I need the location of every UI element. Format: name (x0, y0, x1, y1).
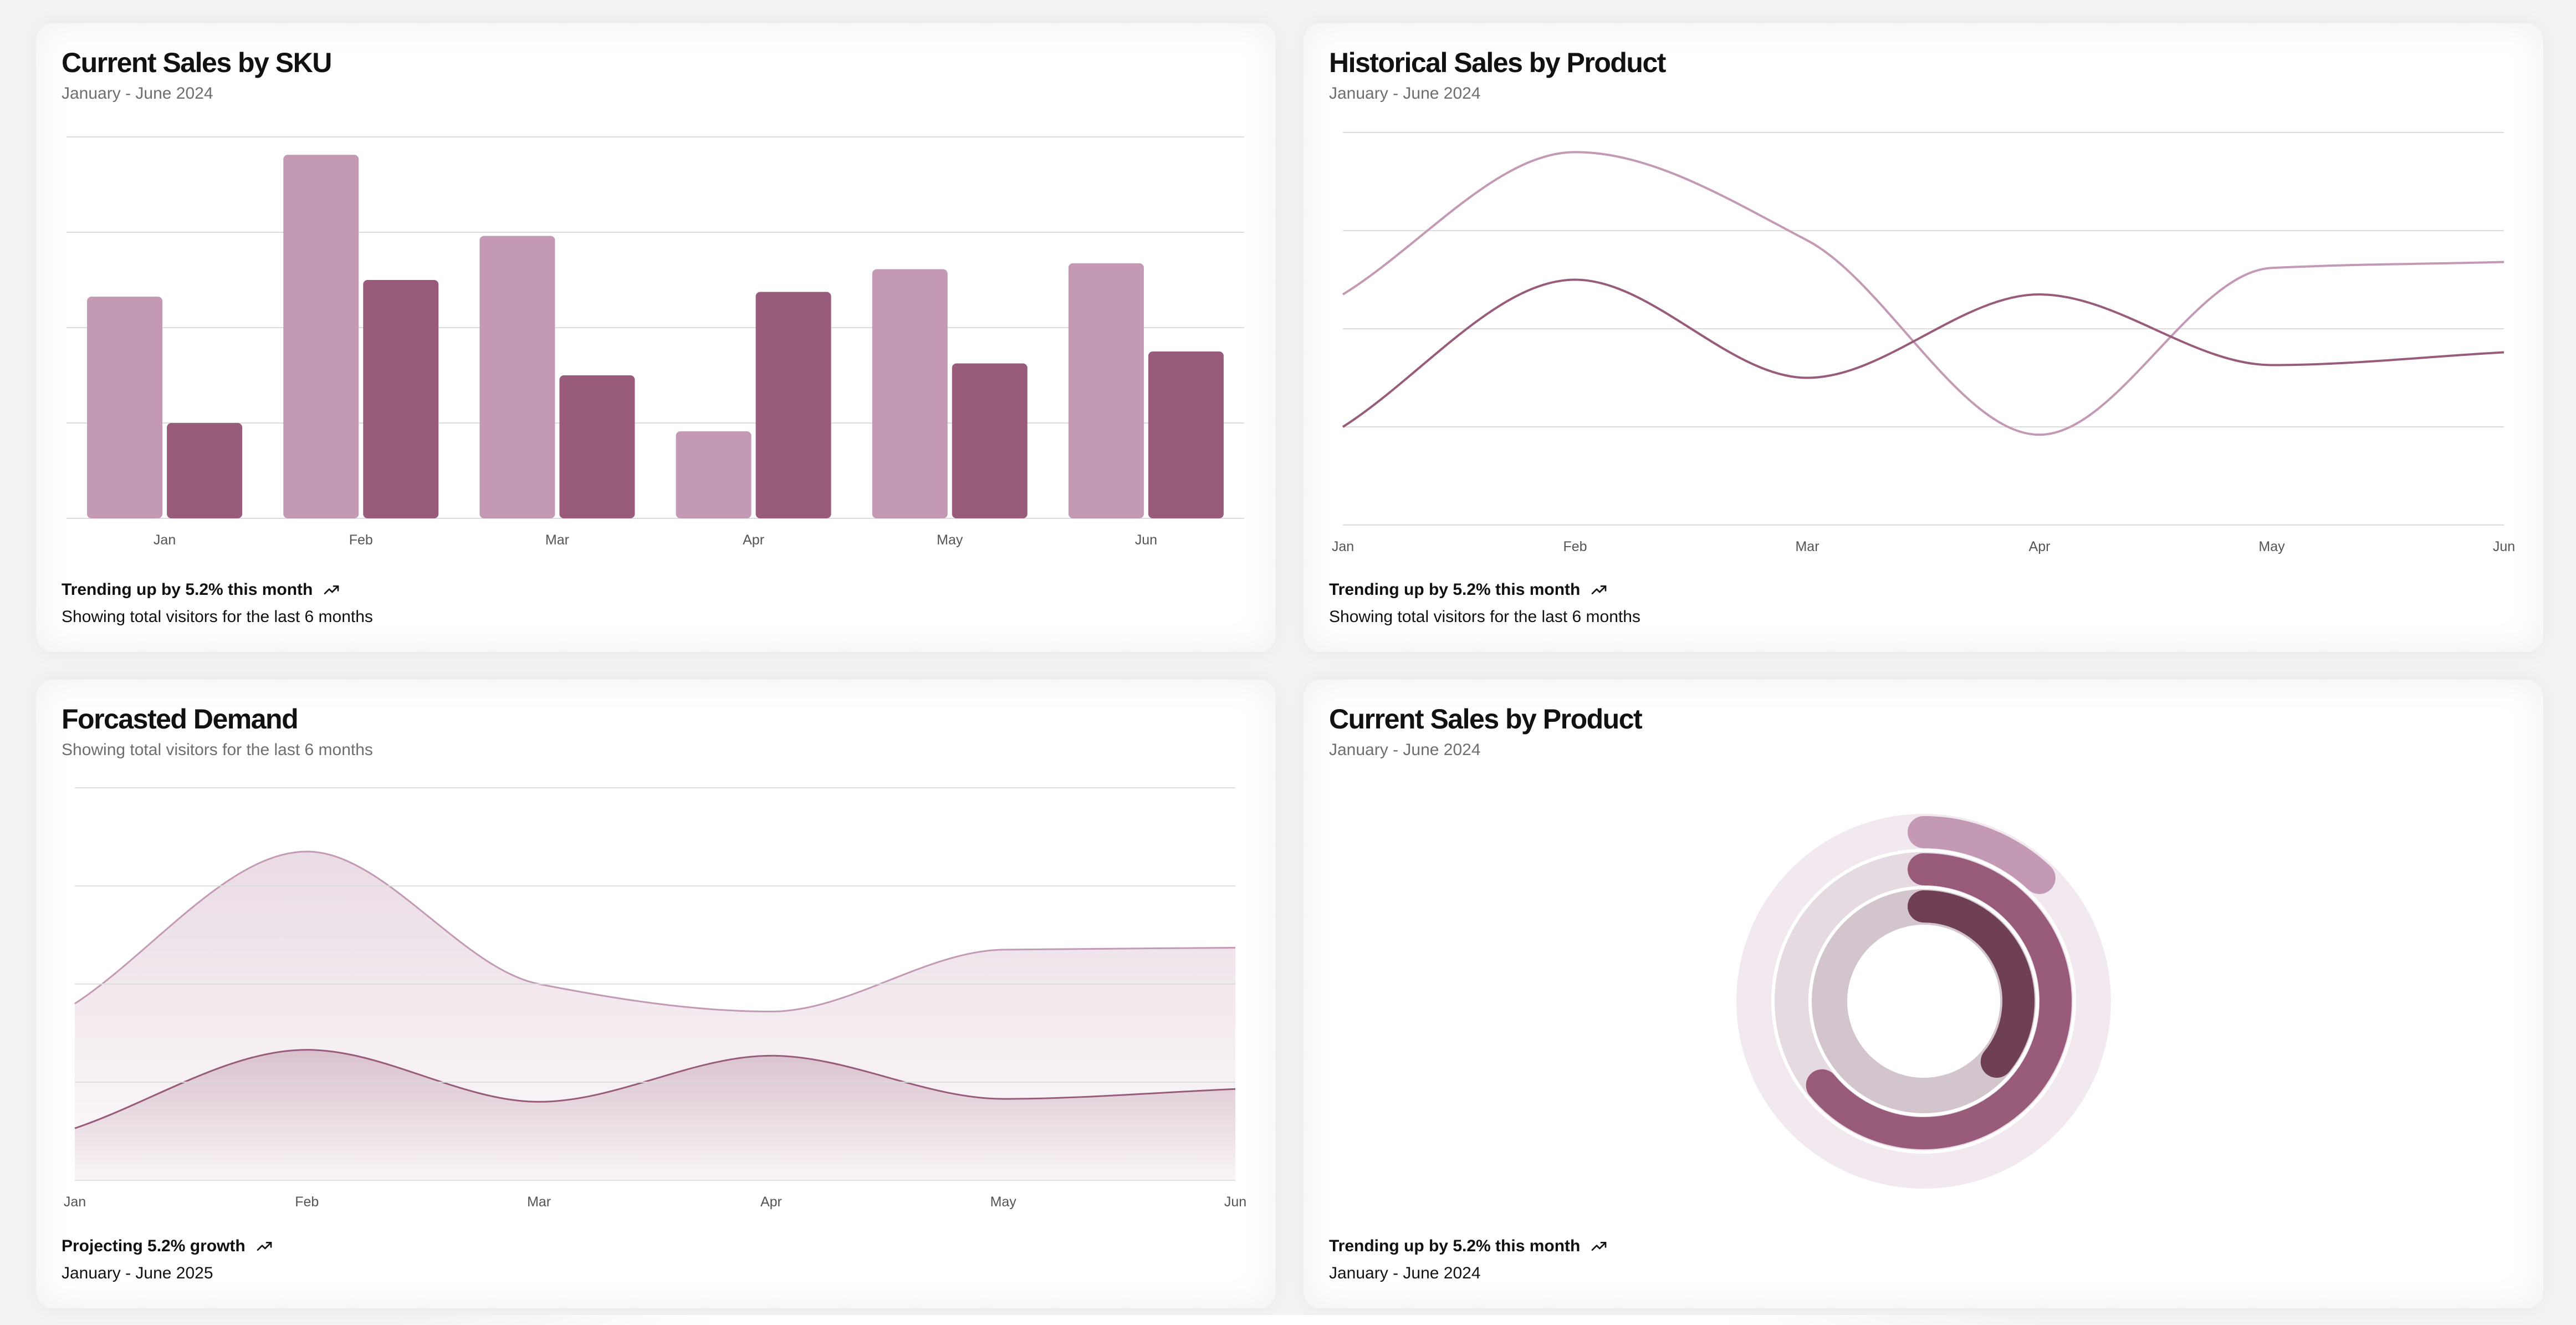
series-line (1342, 151, 2505, 436)
trend-text: Trending up by 5.2% this month (62, 580, 313, 599)
trend-summary: Trending up by 5.2% this month (62, 580, 340, 599)
trend-text: Trending up by 5.2% this month (1329, 1237, 1581, 1255)
bar (87, 297, 163, 518)
x-tick-label: Jun (2493, 539, 2515, 554)
x-tick-label: Feb (295, 1194, 319, 1210)
area-chart: Jan Feb Mar Apr May Jun (64, 787, 1246, 1210)
x-tick-label: Jan (64, 1194, 86, 1210)
x-tick-label: Feb (1563, 539, 1587, 554)
card-title: Current Sales by SKU (62, 47, 332, 78)
radial-chart (1736, 814, 2111, 1189)
x-tick-label: Jun (1135, 532, 1157, 548)
x-tick-label: May (990, 1194, 1017, 1210)
card-title: Historical Sales by Product (1329, 47, 1666, 78)
x-tick-label: Jan (154, 532, 176, 548)
radial-bar (1806, 853, 2072, 1149)
x-tick-label: May (2258, 539, 2285, 554)
bar (676, 431, 752, 518)
x-tick-label: May (937, 532, 963, 548)
x-tick-label: Apr (2029, 539, 2051, 554)
card-subtitle: Showing total visitors for the last 6 mo… (62, 741, 373, 759)
ring-hole (1847, 925, 2000, 1078)
card-title: Current Sales by Product (1329, 704, 1643, 735)
bar (363, 280, 439, 518)
card-subtitle: January - June 2024 (1329, 741, 1481, 759)
card-title: Forcasted Demand (62, 704, 299, 735)
footer-note: January - June 2025 (62, 1264, 213, 1282)
trend-summary: Projecting 5.2% growth (62, 1237, 273, 1256)
bar (559, 375, 635, 518)
bar (167, 423, 243, 518)
trend-text: Trending up by 5.2% this month (1329, 580, 1581, 599)
bar (1148, 351, 1224, 518)
trend-text: Projecting 5.2% growth (62, 1237, 246, 1255)
footer-note: Showing total visitors for the last 6 mo… (1329, 608, 1640, 626)
bar (479, 236, 555, 518)
trending-up-icon (1592, 1242, 1607, 1251)
trend-summary: Trending up by 5.2% this month (1329, 1237, 1608, 1256)
footer-note: January - June 2024 (1329, 1264, 1481, 1282)
x-tick-label: Jan (1332, 539, 1354, 554)
line-chart: Jan Feb Mar Apr May Jun (1332, 132, 2515, 554)
bar (283, 155, 359, 518)
series-line (1342, 278, 2505, 428)
trending-up-icon (257, 1242, 272, 1251)
sales-by-sku-card: Current Sales by SKU January - June 2024… (36, 23, 1276, 652)
series-line (74, 850, 1236, 1013)
forecasted-demand-card: Forcasted Demand Showing total visitors … (36, 680, 1276, 1308)
bar (952, 363, 1028, 518)
x-tick-label: Mar (1795, 539, 1819, 554)
x-tick-label: Jun (1224, 1194, 1246, 1210)
x-tick-label: Apr (743, 532, 764, 548)
x-tick-label: Apr (760, 1194, 782, 1210)
sales-by-product-card: Current Sales by Product January - June … (1304, 680, 2543, 1308)
bar (872, 269, 948, 518)
trending-up-icon (1592, 585, 1607, 594)
card-subtitle: January - June 2024 (62, 84, 213, 103)
bar (1068, 263, 1144, 518)
x-tick-label: Mar (527, 1194, 551, 1210)
x-tick-label: Feb (349, 532, 373, 548)
bar-chart: Jan Feb Mar Apr May Jun (67, 136, 1244, 548)
trending-up-icon (324, 585, 339, 594)
card-subtitle: January - June 2024 (1329, 84, 1481, 103)
radial-bar (1908, 890, 2035, 1078)
x-tick-label: Mar (545, 532, 569, 548)
trend-summary: Trending up by 5.2% this month (1329, 580, 1608, 599)
footer-note: Showing total visitors for the last 6 mo… (62, 608, 373, 626)
radial-bar (1908, 816, 2056, 894)
historical-sales-card: Historical Sales by Product January - Ju… (1304, 23, 2543, 652)
bar (755, 292, 831, 518)
